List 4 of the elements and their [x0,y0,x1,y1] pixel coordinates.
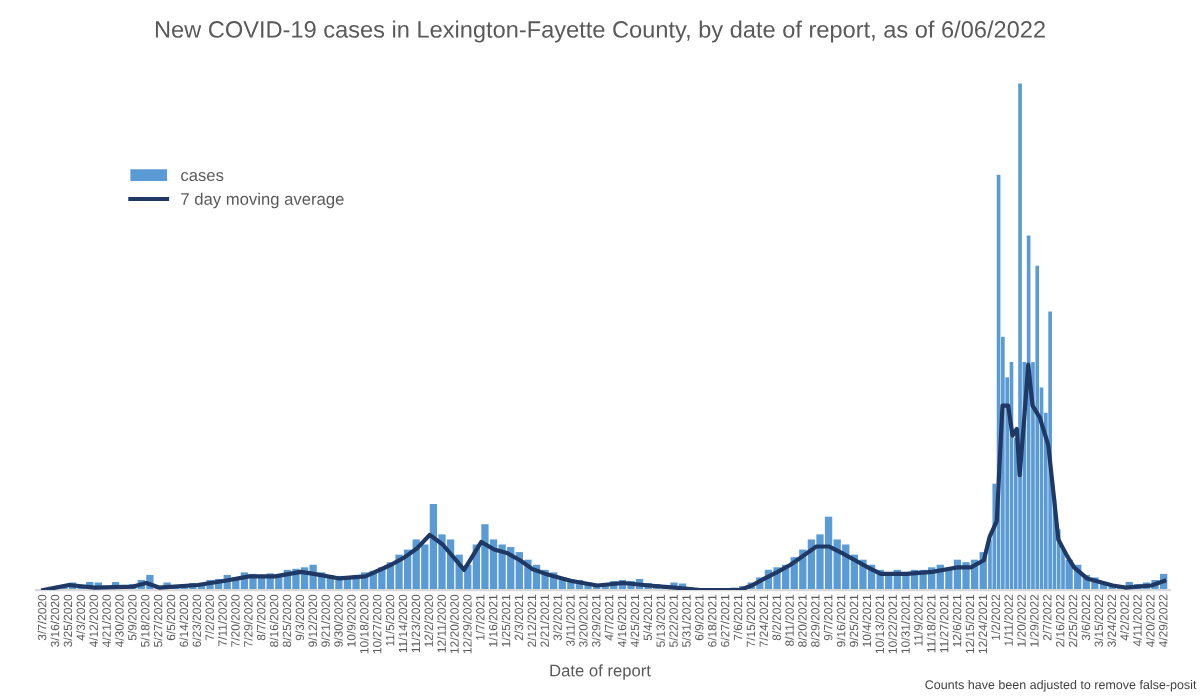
legend-label: cases [181,171,224,182]
legend-label: 7 day moving average [181,192,344,209]
chart-title: New COVID-19 cases in Lexington-Fayette County, by date of report, as of 6/06/2022 [155,20,1045,43]
x-axis-title: Date of report [550,664,651,680]
